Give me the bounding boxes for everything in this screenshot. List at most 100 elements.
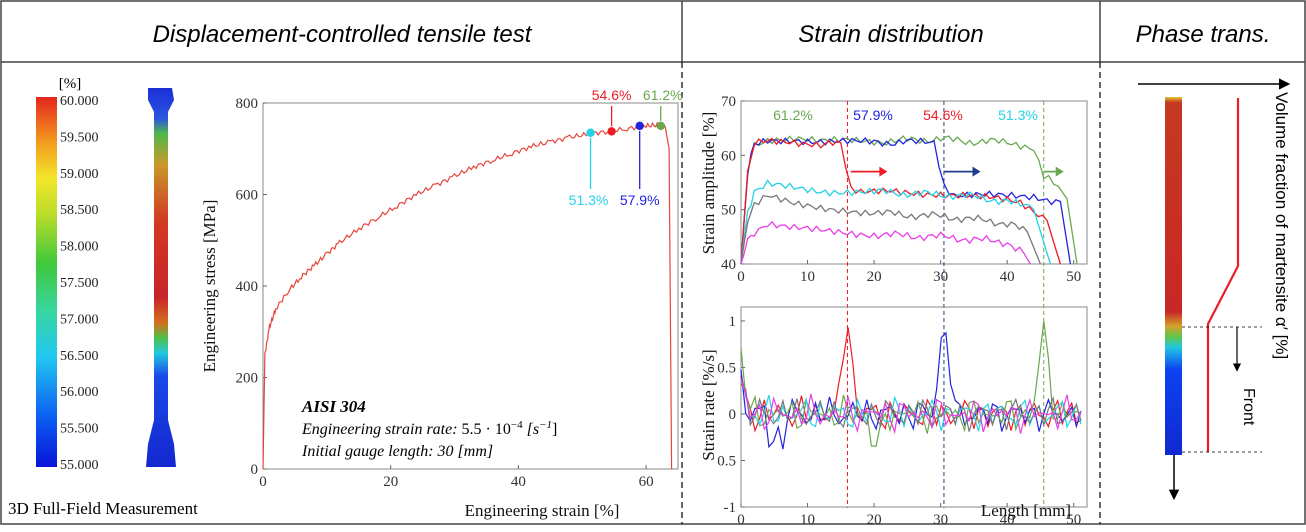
x-tick-label: 30 (933, 512, 948, 527)
marker-point (586, 128, 595, 137)
colorbar-tick-label: 58.000 (60, 240, 99, 255)
strain-rate-unit-exp: −1 (539, 419, 552, 431)
strain-rate-unit: [s (527, 421, 539, 438)
x-tick-label: 0 (259, 474, 267, 490)
propagation-arrow-head (1055, 166, 1064, 177)
strain-rate-value: 5.5 · 10 (462, 421, 511, 438)
series-label: 61.2% (773, 107, 813, 123)
y-tick-label: 0.5 (717, 453, 736, 469)
x-tick-label: 20 (867, 512, 882, 527)
header-strain: Strain distribution (798, 21, 983, 48)
y-tick-label: 800 (236, 96, 259, 112)
volume-fraction-curve (1206, 98, 1240, 452)
x-axis-label: Length [mm] (981, 501, 1071, 520)
colorbar-unit: [%] (59, 76, 82, 92)
amplitude-series (740, 194, 1042, 265)
y-tick-label: 1 (729, 314, 737, 330)
marker-label: 57.9% (620, 192, 660, 208)
colorbar-tick-label: 55.500 (60, 422, 99, 437)
gauge-length-text: Initial gauge length: 30 [mm] (301, 443, 493, 460)
strain-rate-text: Engineering strain rate: 5.5 · 10−4 [s−1] (301, 419, 557, 438)
x-tick-label: 20 (867, 269, 882, 285)
martensite-bar (1165, 97, 1182, 455)
y-tick-label: 0 (251, 462, 259, 478)
strain-rate-series (740, 378, 1082, 435)
x-tick-label: 40 (511, 474, 526, 490)
plot-frame (740, 100, 1088, 265)
strain-rate-series (740, 381, 1082, 432)
full-field-caption: 3D Full-Field Measurement (8, 499, 198, 518)
marker-label: 54.6% (592, 87, 632, 103)
colorbar (36, 97, 57, 467)
series-label: 54.6% (923, 107, 963, 123)
plot-frame (740, 306, 1088, 508)
colorbar-tick-label: 56.000 (60, 385, 99, 400)
x-tick-label: 10 (800, 512, 815, 527)
propagation-arrow-head (972, 166, 981, 177)
strain-rate-chart: 0 10 20 30 40 50 -1 0.5 0 0.5 1 Length [mm] Strain r… (699, 306, 1088, 528)
marker-label: 51.3% (569, 192, 609, 208)
phase-ylabel: Volume fraction of martensite α′ [%] (1272, 92, 1291, 359)
strain-rate-label: Engineering strain rate: (301, 421, 462, 438)
specimen-image (146, 88, 176, 467)
amplitude-series (740, 220, 1031, 265)
header-phase: Phase trans. (1136, 21, 1271, 48)
amplitude-series (740, 137, 1062, 265)
marker-point (635, 121, 644, 131)
x-axis-label: Engineering strain [%] (465, 501, 620, 520)
y-axis-label: Strain amplitude [%] (699, 112, 718, 255)
amplitude-series (740, 179, 1052, 265)
x-tick-label: 10 (800, 269, 815, 285)
header-tensile: Displacement-controlled tensile test (153, 21, 533, 48)
colorbar-tick-label: 59.000 (60, 167, 99, 182)
x-tick-label: 20 (383, 474, 398, 490)
tensile-annotation: AISI 304 Engineering strain rate: 5.5 · … (301, 397, 557, 460)
x-tick-label: 40 (1000, 269, 1015, 285)
marker-label: 61.2% (643, 87, 683, 103)
y-tick-label: 70 (721, 94, 736, 110)
colorbar-tick-label: 57.000 (60, 312, 99, 327)
colorbar-tick-label: 55.000 (60, 458, 99, 473)
strain-rate-series (740, 320, 1082, 447)
front-label: Front (1240, 388, 1257, 426)
y-tick-label: 600 (236, 188, 259, 204)
colorbar-tick-label: 59.500 (60, 130, 99, 145)
x-tick-label: 40 (1000, 512, 1015, 527)
series-label: 51.3% (998, 107, 1038, 123)
y-tick-label: 60 (721, 148, 736, 164)
y-tick-label: 0.5 (717, 360, 736, 376)
strain-rate-exp: −4 (511, 419, 523, 431)
colorbar-tick-label: 60.000 (60, 94, 99, 109)
colorbar-tick-label: 58.500 (60, 203, 99, 218)
y-tick-label: -1 (724, 500, 737, 516)
amplitude-series (740, 135, 1078, 265)
series-label: 57.9% (853, 107, 893, 123)
x-tick-label: 50 (1066, 512, 1081, 527)
x-tick-label: 50 (1066, 269, 1081, 285)
x-tick-label: 0 (737, 512, 745, 527)
tensile-chart: 0 20 40 60020040060080051.3%54.6%57.9%61.2%… (200, 87, 683, 520)
material-label: AISI 304 (301, 397, 366, 416)
y-tick-label: 40 (721, 257, 736, 273)
y-axis-label: Engineering stress [MPa] (200, 200, 219, 373)
x-tick-label: 0 (737, 269, 745, 285)
colorbar-tick-label: 57.500 (60, 276, 99, 291)
y-axis-label: Strain rate [%/s] (699, 349, 718, 460)
y-tick-label: 0 (729, 407, 737, 423)
propagation-arrow-head (879, 166, 888, 177)
y-tick-label: 50 (721, 203, 736, 219)
stress-strain-curve (262, 121, 673, 470)
strain-rate-unit-close: ] (552, 421, 557, 438)
y-tick-label: 200 (236, 371, 259, 387)
marker-point (656, 121, 665, 131)
y-tick-label: 400 (236, 279, 259, 295)
colorbar-ticks: 60.000 59.500 59.000 58.500 58.000 57.500 57.0… (60, 94, 99, 473)
strain-rate-series (740, 331, 1082, 450)
marker-point (607, 127, 616, 136)
x-tick-label: 60 (639, 474, 654, 490)
colorbar-tick-label: 56.500 (60, 349, 99, 364)
